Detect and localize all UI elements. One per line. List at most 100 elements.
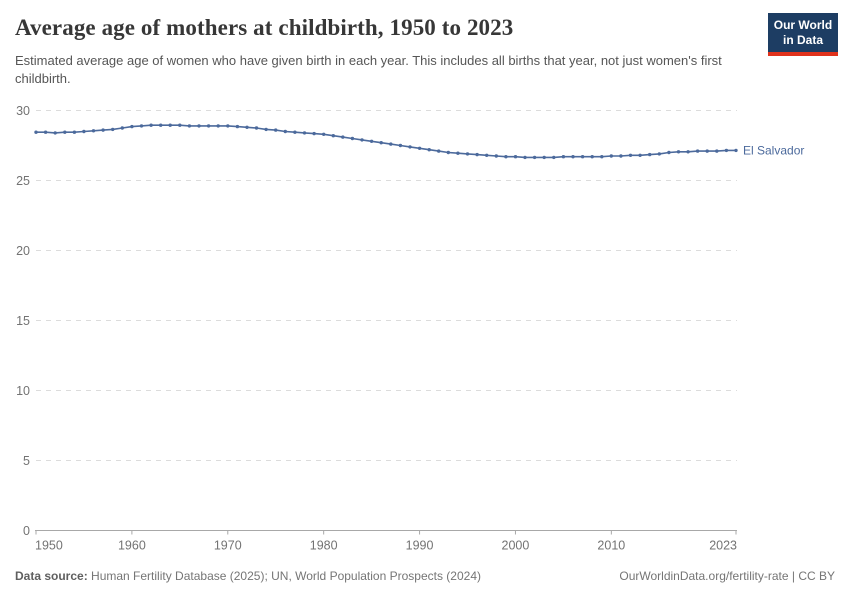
data-point — [216, 124, 220, 128]
y-tick-label: 0 — [23, 524, 30, 538]
data-point — [657, 152, 661, 156]
data-point — [456, 151, 460, 155]
data-point — [485, 153, 489, 157]
data-point — [293, 130, 297, 134]
data-point — [619, 154, 623, 158]
data-point — [341, 135, 345, 139]
data-point — [561, 155, 566, 159]
data-point — [667, 150, 671, 155]
data-source-label: Data source: — [15, 569, 88, 583]
data-point — [686, 150, 690, 154]
y-tick-label: 5 — [23, 454, 30, 468]
chart-subtitle: Estimated average age of women who have … — [15, 53, 722, 87]
data-point — [101, 128, 105, 132]
data-point — [34, 130, 38, 134]
data-point — [504, 155, 508, 159]
data-point — [322, 132, 326, 136]
series-line[interactable] — [35, 124, 737, 159]
data-point — [302, 131, 307, 135]
data-point — [552, 155, 556, 160]
data-point — [590, 155, 594, 159]
owid-logo-line2: in Data — [782, 33, 823, 47]
data-point — [91, 129, 96, 133]
data-point — [398, 143, 403, 148]
data-point — [360, 138, 364, 142]
data-point — [427, 148, 431, 152]
x-tick-label: 1960 — [118, 539, 146, 553]
data-point — [628, 153, 633, 157]
data-point — [254, 126, 259, 130]
y-tick-label: 25 — [16, 174, 30, 188]
data-point — [379, 141, 383, 145]
owid-logo-line1: Our World — [773, 18, 833, 32]
data-source-text: Human Fertility Database (2025); UN, Wor… — [87, 569, 481, 583]
data-point — [283, 129, 287, 134]
line-chart-canvas[interactable]: 0 5 10 15 20 25 30 1950 1960 1970 1980 1990 2000 2010… — [0, 95, 850, 563]
data-point — [676, 150, 681, 154]
data-point — [532, 155, 537, 160]
data-point — [417, 146, 422, 150]
data-point — [475, 152, 479, 157]
data-point — [705, 149, 709, 153]
data-point — [542, 155, 546, 160]
data-point — [111, 127, 115, 132]
data-point — [350, 136, 355, 141]
data-point — [245, 125, 249, 129]
y-tick-label: 30 — [16, 104, 30, 118]
data-point — [159, 123, 163, 127]
data-point — [43, 130, 48, 134]
data-point — [63, 130, 67, 134]
data-point — [226, 124, 230, 128]
x-tick-label: 1950 — [35, 539, 63, 553]
data-point — [446, 150, 450, 155]
data-point — [408, 145, 412, 149]
x-tick-label: 1970 — [214, 539, 242, 553]
data-point — [130, 124, 134, 129]
data-point — [235, 124, 240, 129]
y-tick-label: 10 — [16, 384, 30, 398]
data-point — [600, 155, 604, 159]
data-point — [648, 152, 652, 157]
data-point — [494, 154, 498, 158]
data-point — [187, 124, 192, 128]
data-point — [178, 123, 182, 127]
x-tick-label: 2023 — [709, 539, 737, 553]
data-point — [149, 123, 153, 127]
x-tick-label: 2010 — [597, 539, 625, 553]
data-point — [264, 127, 268, 132]
owid-logo[interactable]: Our World in Data — [768, 13, 838, 56]
data-point — [715, 149, 719, 153]
data-point — [312, 131, 316, 136]
data-point — [523, 155, 527, 160]
data-point — [734, 148, 738, 153]
y-tick-label: 20 — [16, 244, 30, 258]
data-point — [695, 149, 700, 153]
x-tick-label: 1980 — [310, 539, 338, 553]
data-point — [139, 124, 144, 128]
data-point — [206, 124, 211, 128]
data-point — [369, 139, 374, 143]
data-point — [609, 154, 613, 158]
data-point — [437, 149, 441, 153]
footer-citation-link[interactable]: OurWorldinData.org/fertility-rate | CC B… — [619, 569, 835, 583]
data-point — [168, 123, 172, 127]
x-tick-label: 1990 — [406, 539, 434, 553]
y-tick-label: 15 — [16, 314, 30, 328]
data-point — [571, 155, 575, 159]
data-source: Data source: Human Fertility Database (2… — [15, 569, 481, 583]
x-tick-label: 2000 — [502, 539, 530, 553]
data-point — [389, 142, 393, 146]
data-point — [580, 155, 585, 159]
data-point — [82, 129, 86, 134]
data-point — [197, 124, 201, 128]
data-point — [120, 126, 125, 130]
data-point — [513, 155, 518, 159]
data-point — [724, 148, 729, 153]
series-end-label[interactable]: El Salvador — [743, 143, 804, 157]
data-point — [638, 153, 642, 157]
data-point — [331, 134, 335, 138]
data-point — [465, 152, 470, 156]
data-point — [53, 131, 57, 135]
data-point — [274, 128, 278, 132]
